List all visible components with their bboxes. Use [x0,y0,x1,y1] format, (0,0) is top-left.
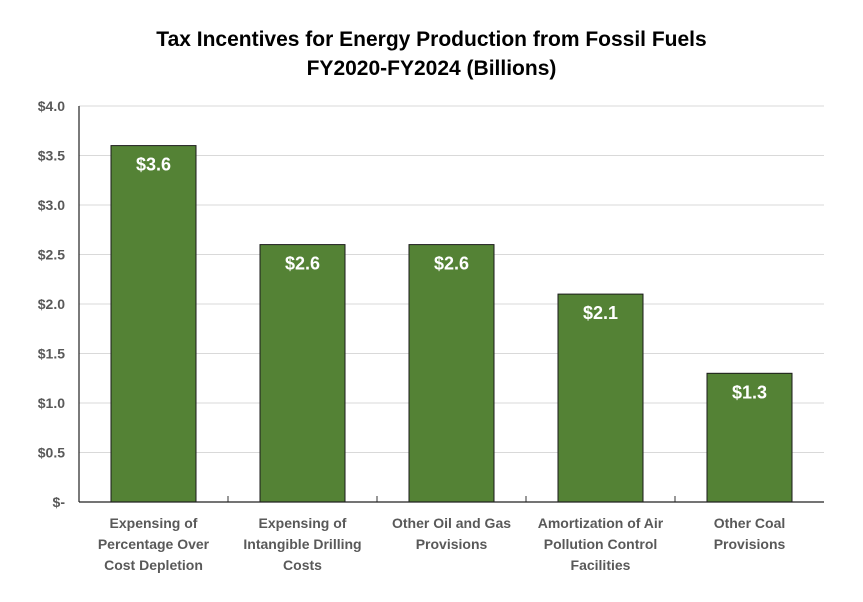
chart-subtitle: FY2020-FY2024 (Billions) [306,57,557,80]
chart-title: Tax Incentives for Energy Production fro… [156,28,707,51]
x-tick-label: Expensing of Percentage Over Cost Depletio… [98,515,210,573]
data-label: $2.6 [434,254,469,274]
data-label: $2.1 [583,303,618,323]
y-tick-label: $1.0 [38,395,65,411]
y-tick-label: $1.5 [38,346,65,362]
y-tick-label: $2.0 [38,296,65,312]
x-tick-label: Other Coal Provisions [714,515,786,552]
x-tick-label: Amortization of Air Pollution Control Faci… [538,515,664,573]
y-tick-label: $4.0 [38,98,65,114]
data-label: $1.3 [732,382,767,402]
y-tick-label: $3.0 [38,197,65,213]
y-tick-label: $0.5 [38,445,65,461]
data-label: $2.6 [285,254,320,274]
bar [408,244,495,503]
bar [557,293,644,503]
bar [259,244,346,503]
x-tick-label: Other Oil and Gas Provisions [392,515,511,552]
y-tick-label: $3.5 [38,148,65,164]
data-label: $3.6 [136,155,171,175]
x-tick-label: Expensing of Intangible Drilling Costs [243,515,361,573]
y-tick-label: $- [53,494,66,510]
bar [110,145,197,503]
bar [706,372,793,503]
y-tick-label: $2.5 [38,247,65,263]
